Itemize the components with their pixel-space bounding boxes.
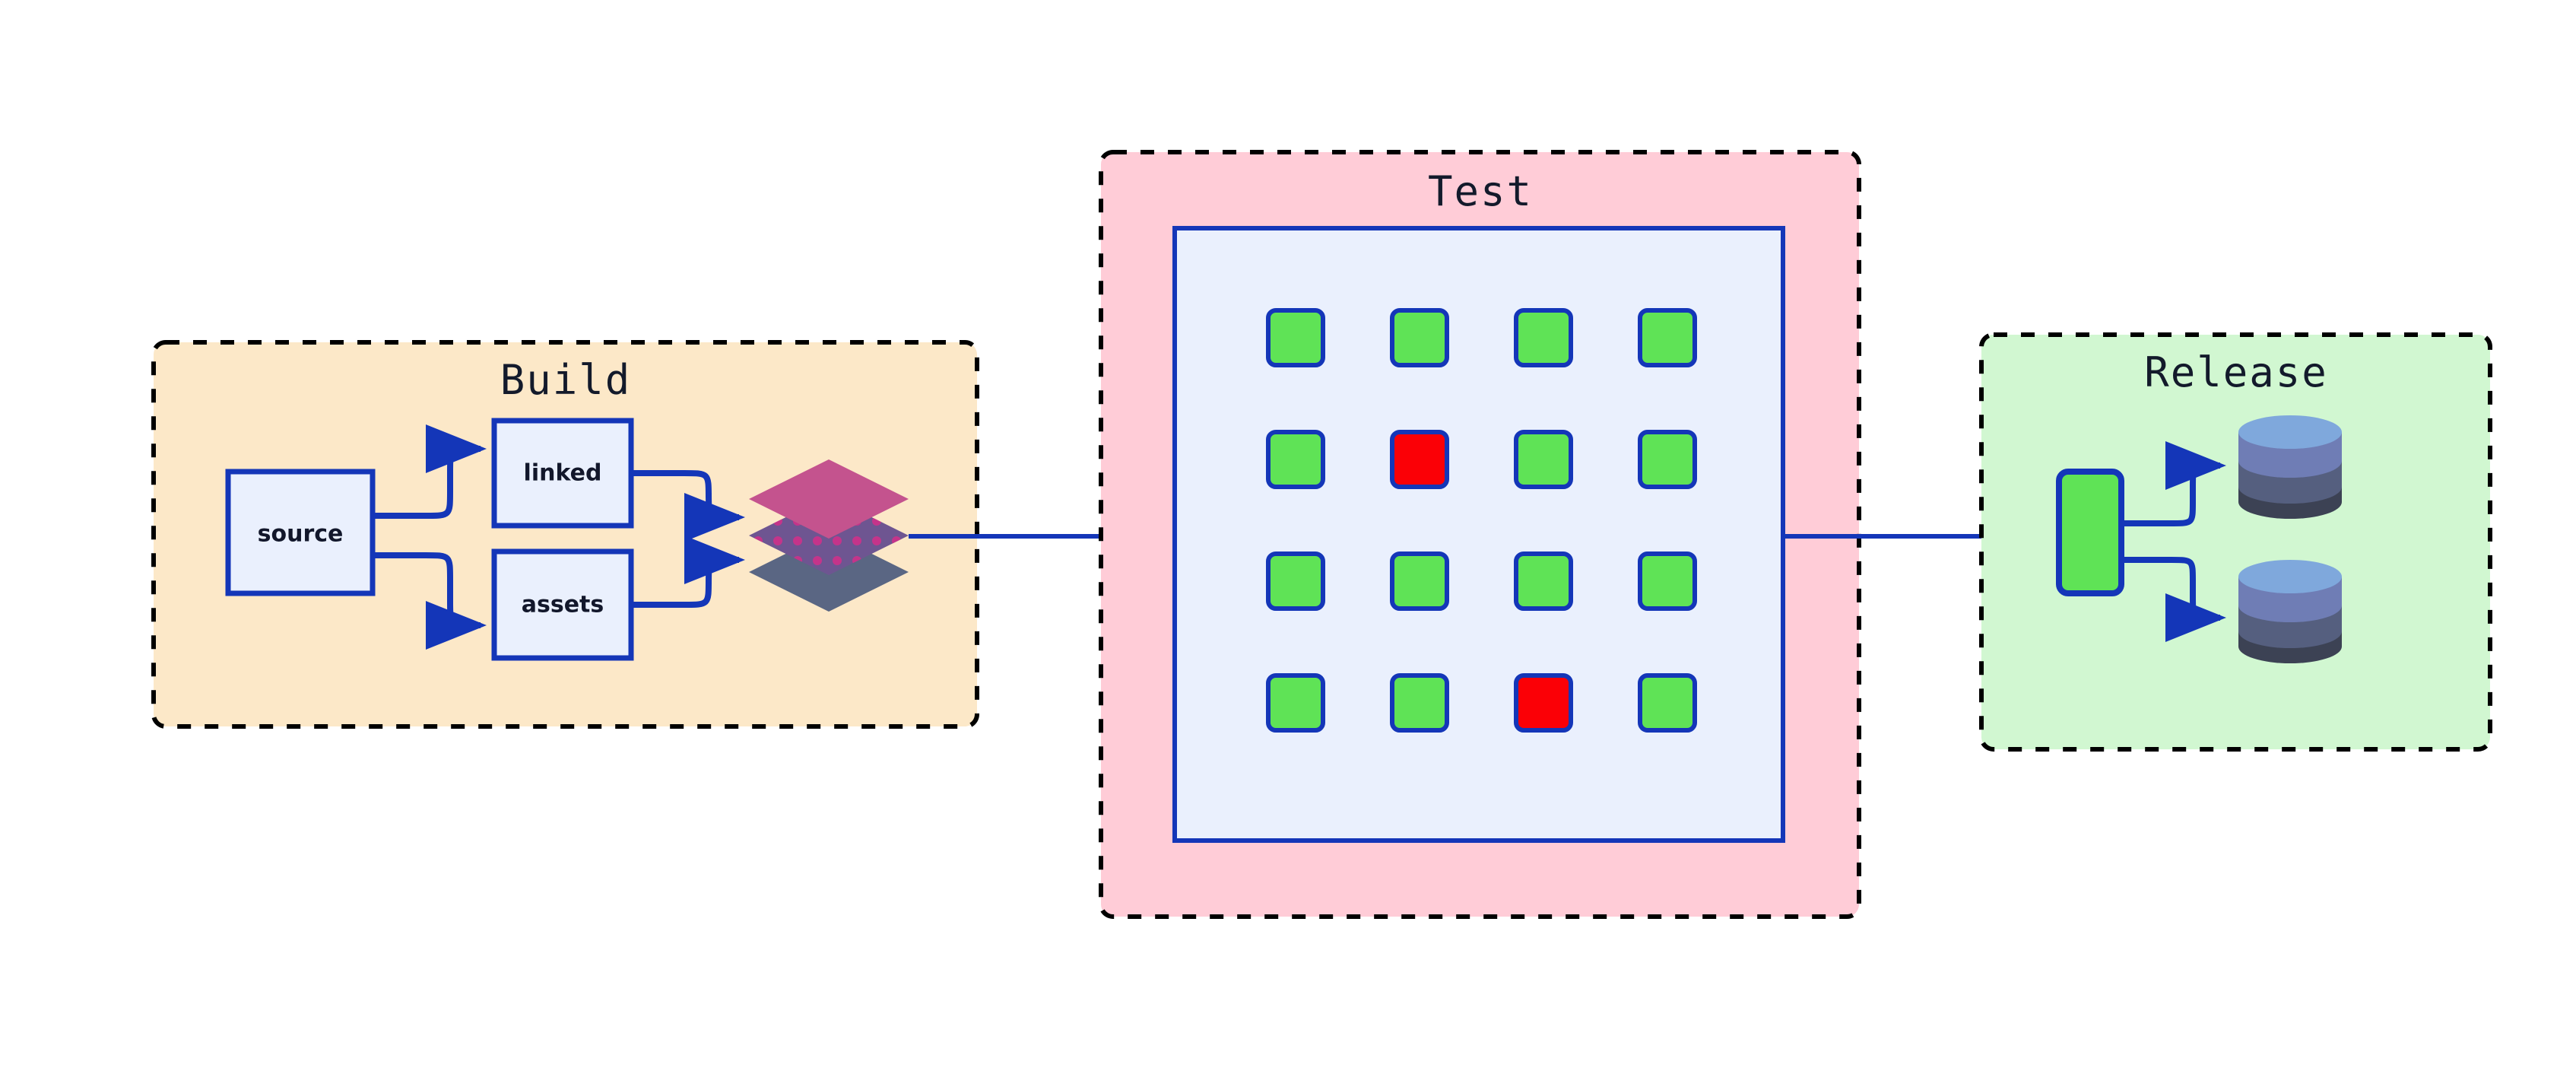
edge-artifact-to-db-top	[2123, 441, 2226, 526]
node-assets-rect	[491, 548, 634, 661]
edge-source-to-linked	[374, 424, 487, 519]
node-linked-rect	[491, 418, 634, 529]
test-cell-r4c4[interactable]	[1638, 673, 1697, 733]
stage-release-boundary	[1979, 332, 2492, 752]
node-assets[interactable]: assets	[491, 548, 634, 661]
test-cell-r1c2[interactable]	[1390, 308, 1449, 367]
node-source-label: source	[258, 521, 344, 548]
db-bottom-surface	[2238, 560, 2342, 593]
test-cell-r1c4[interactable]	[1638, 308, 1697, 367]
layers-stack-icon	[749, 459, 909, 612]
test-cell-r4c2[interactable]	[1390, 673, 1449, 733]
test-results-grid[interactable]	[1266, 308, 1697, 733]
node-linked-label: linked	[524, 460, 602, 487]
stage-release-title: Release	[2144, 348, 2328, 396]
test-cell-r3c4[interactable]	[1638, 551, 1697, 611]
test-cell-r1c1[interactable]	[1266, 308, 1325, 367]
test-cell-r3c2[interactable]	[1390, 551, 1449, 611]
edge-linked-to-layers	[633, 470, 745, 542]
edge-artifact-to-db-bottom	[2123, 557, 2226, 642]
edge-source-to-assets	[374, 552, 487, 650]
release-artifact[interactable]	[2056, 469, 2124, 596]
test-cell-r4c1[interactable]	[1266, 673, 1325, 733]
test-cell-r2c4[interactable]	[1638, 430, 1697, 489]
stage-test[interactable]: Test	[1099, 150, 1861, 919]
node-source[interactable]: source	[225, 469, 376, 596]
edge-assets-to-layers	[633, 536, 745, 608]
layer-top-diamond	[749, 459, 909, 539]
node-assets-label: assets	[522, 592, 604, 618]
stage-build[interactable]: Build source linked assets	[151, 340, 979, 729]
stage-release[interactable]: Release	[1979, 332, 2492, 752]
database-cylinder-top[interactable]	[2238, 415, 2342, 519]
node-linked[interactable]: linked	[491, 418, 634, 529]
node-source-rect	[225, 469, 376, 596]
test-cell-r3c1[interactable]	[1266, 551, 1325, 611]
test-cell-r1c3[interactable]	[1514, 308, 1573, 367]
db-top-surface	[2238, 415, 2342, 449]
database-cylinder-bottom[interactable]	[2238, 560, 2342, 663]
stage-test-title: Test	[1428, 167, 1533, 215]
stage-build-title: Build	[500, 356, 632, 404]
test-cell-r2c3[interactable]	[1514, 430, 1573, 489]
test-cell-r2c2[interactable]	[1390, 430, 1449, 489]
test-cell-r4c3[interactable]	[1514, 673, 1573, 733]
test-cell-r3c3[interactable]	[1514, 551, 1573, 611]
test-cell-r2c1[interactable]	[1266, 430, 1325, 489]
